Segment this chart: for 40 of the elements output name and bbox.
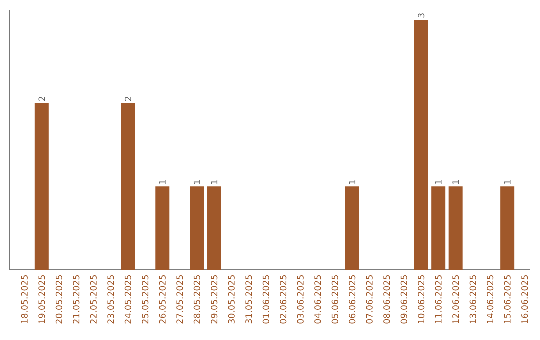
x-tick-label: 27.05.2025: [176, 275, 184, 324]
x-tick-label: 19.05.2025: [38, 275, 46, 324]
data-label: 1: [349, 180, 356, 184]
x-tick-label: 11.06.2025: [435, 275, 442, 324]
data-label: 1: [211, 180, 218, 184]
x-tick-label: 16.06.2025: [522, 275, 528, 324]
x-tick-label: 23.05.2025: [108, 275, 114, 324]
x-tick-label: 13.06.2025: [470, 275, 476, 324]
x-tick-label: 22.05.2025: [90, 275, 97, 324]
x-tick-label: 15.06.2025: [504, 275, 511, 324]
x-tick-label: 25.05.2025: [142, 275, 149, 324]
x-tick-label: 29.05.2025: [211, 275, 218, 324]
data-label: 1: [194, 180, 200, 184]
data-label: 1: [504, 180, 511, 184]
data-label: 2: [38, 97, 46, 102]
data-label: 1: [435, 180, 442, 184]
x-tick-label: 06.06.2025: [349, 275, 356, 324]
x-tick-label: 07.06.2025: [366, 275, 373, 324]
x-tick-label: 08.06.2025: [384, 275, 390, 324]
data-label: 1: [159, 180, 166, 184]
x-tick-label: 02.06.2025: [280, 275, 287, 324]
x-tick-label: 03.06.2025: [297, 275, 304, 324]
x-tick-label: 28.05.2025: [194, 275, 200, 324]
x-tick-label: 12.06.2025: [452, 275, 460, 324]
x-tick-label: 18.05.2025: [21, 275, 28, 324]
data-label: 2: [124, 97, 132, 102]
data-label: 1: [452, 180, 459, 184]
x-tick-label: 31.05.2025: [246, 275, 252, 324]
x-tick-label: 04.06.2025: [314, 275, 322, 324]
x-tick-label: 21.05.2025: [73, 275, 80, 324]
x-tick-label: 01.06.2025: [262, 275, 270, 324]
x-tick-label: 09.06.2025: [400, 275, 408, 324]
x-tick-label: 26.05.2025: [159, 275, 166, 324]
x-tick-label: 05.06.2025: [332, 275, 338, 324]
data-label: 3: [418, 14, 425, 18]
x-tick-label: 30.05.2025: [228, 275, 235, 324]
x-tick-label: 24.05.2025: [124, 275, 132, 324]
x-tick-label: 10.06.2025: [418, 275, 425, 324]
x-tick-label: 20.05.2025: [56, 275, 62, 324]
x-tick-label: 14.06.2025: [487, 275, 494, 324]
